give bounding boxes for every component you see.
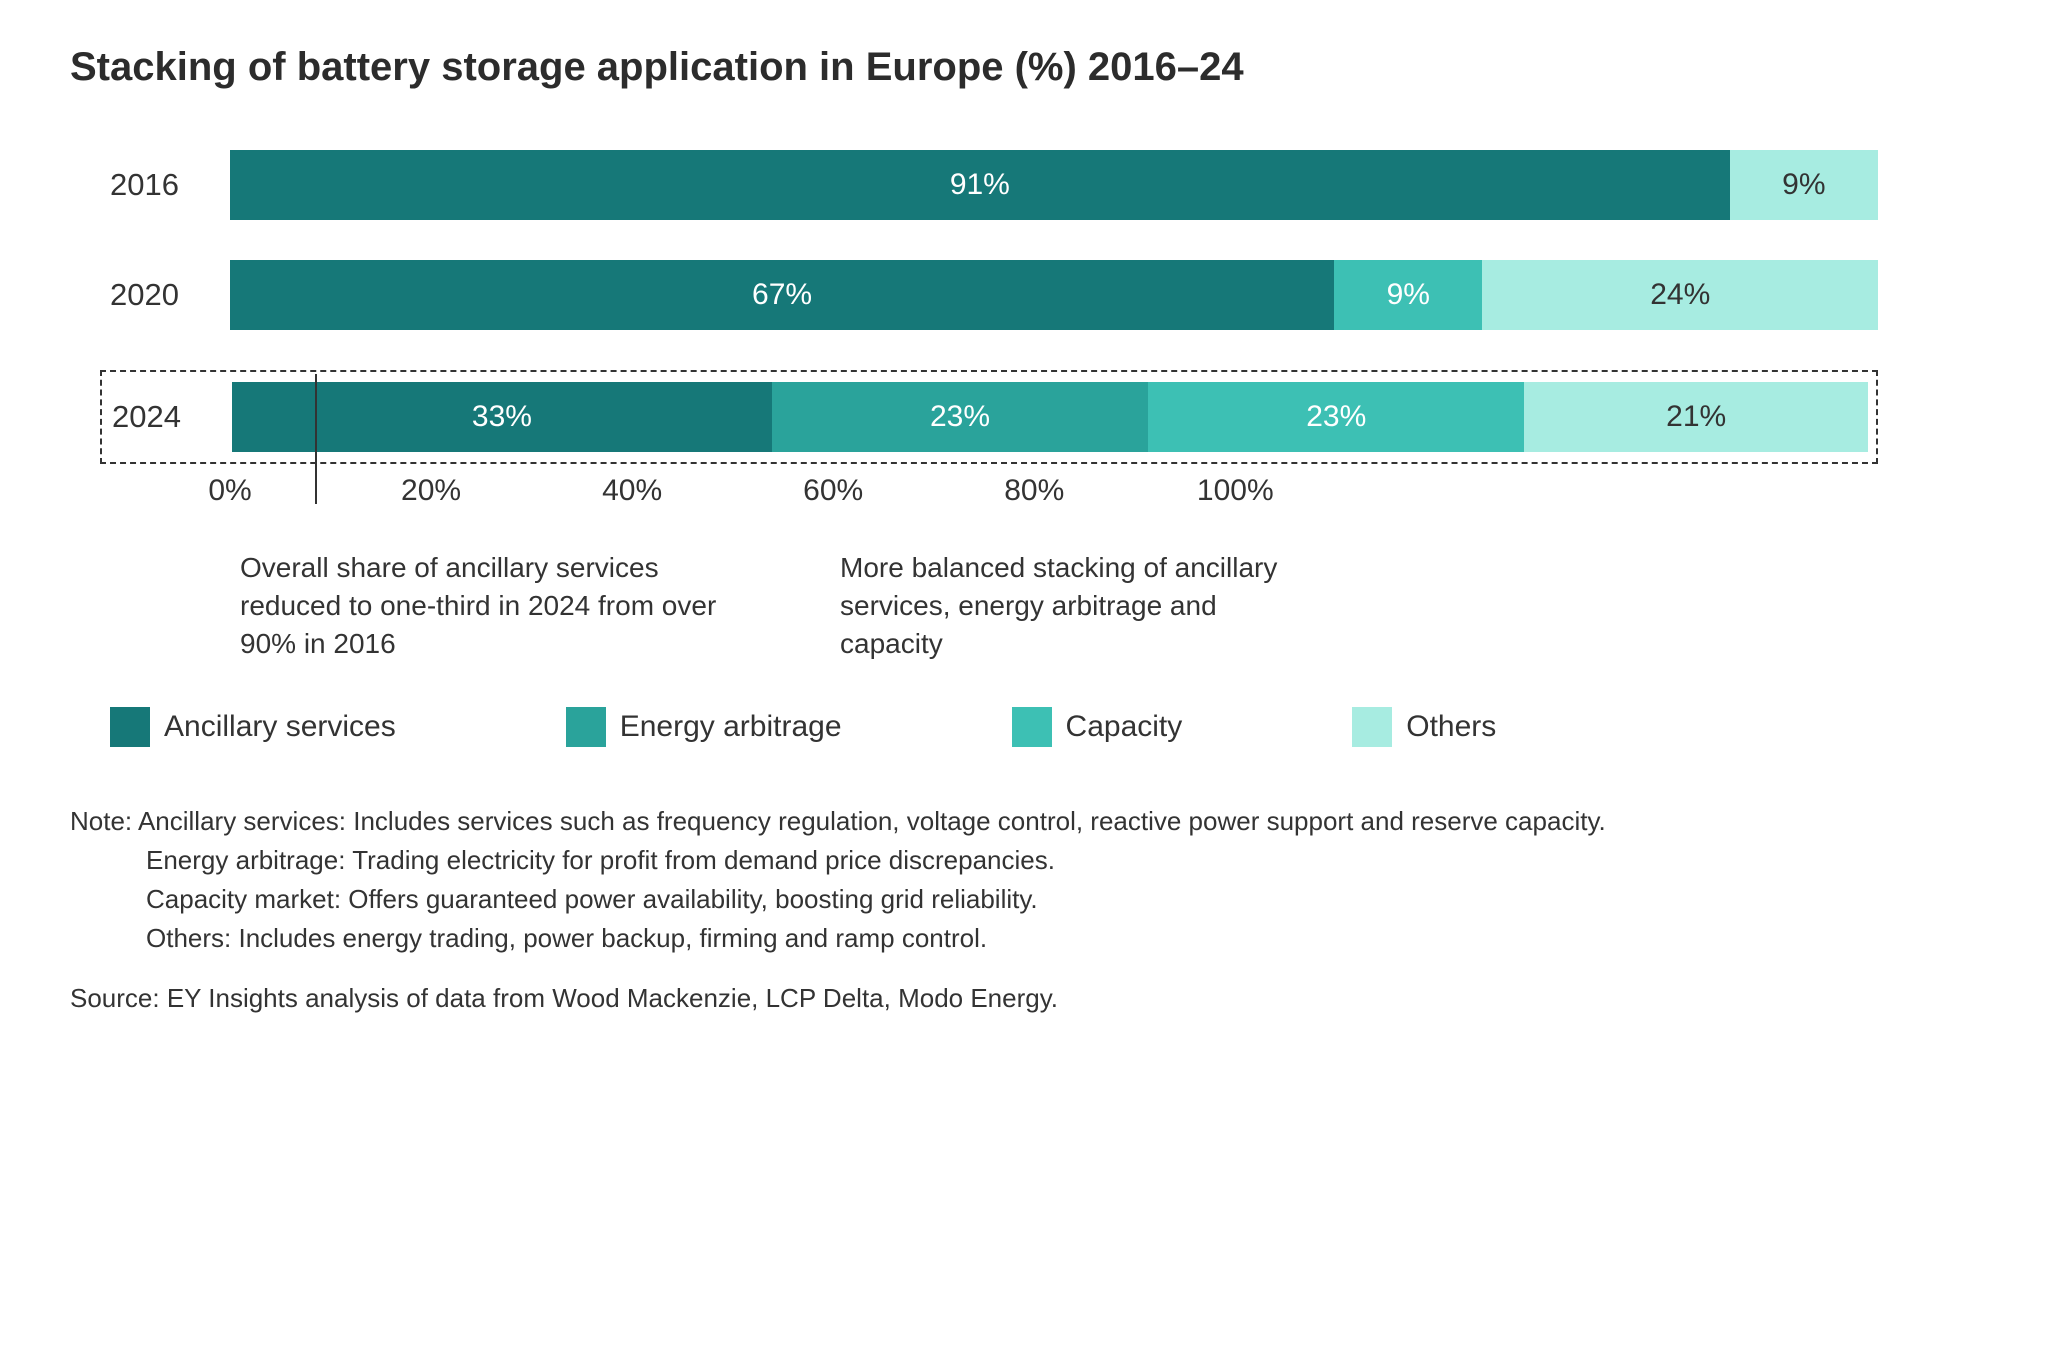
segment-ancillary: 33%	[232, 382, 772, 452]
legend-label: Energy arbitrage	[620, 710, 842, 744]
callout-line	[315, 374, 317, 504]
axis-tick: 40%	[602, 474, 662, 508]
legend-item-ancillary: Ancillary services	[110, 707, 396, 747]
segment-arbitrage: 23%	[772, 382, 1148, 452]
segment-label: 24%	[1650, 278, 1710, 312]
axis-tick: 0%	[208, 474, 251, 508]
note-line: Capacity market: Offers guaranteed power…	[70, 880, 1978, 919]
axis-tick: 100%	[1197, 474, 1274, 508]
legend-label: Others	[1406, 710, 1496, 744]
axis-tick: 80%	[1004, 474, 1064, 508]
segment-label: 23%	[930, 400, 990, 434]
segment-capacity: 9%	[1334, 260, 1482, 330]
bar-container: 91% 9%	[230, 150, 1878, 220]
source-text: Source: EY Insights analysis of data fro…	[70, 983, 1978, 1014]
year-label: 2016	[110, 167, 230, 203]
bar-container: 67% 9% 24%	[230, 260, 1878, 330]
segment-others: 21%	[1524, 382, 1868, 452]
bar-row-2020: 2020 67% 9% 24%	[110, 260, 1878, 330]
bar-rows: 2016 91% 9% 2020 67% 9% 24% 2024 33% 23% 23% 21%	[110, 150, 1878, 464]
annotation-text: More balanced stacking of ancillary serv…	[840, 549, 1320, 662]
segment-others: 24%	[1482, 260, 1878, 330]
year-label: 2024	[112, 399, 232, 435]
segment-capacity: 23%	[1148, 382, 1524, 452]
chart-area: 2016 91% 9% 2020 67% 9% 24% 2024 33% 23% 23% 21% 0%…	[110, 150, 1878, 662]
segment-label: 23%	[1306, 400, 1366, 434]
axis-ticks: 0%20%40%60%80%100%	[230, 474, 1878, 514]
segment-others: 9%	[1730, 150, 1878, 220]
segment-label: 9%	[1387, 278, 1430, 312]
annotation-body: Overall share of ancillary services redu…	[230, 549, 1878, 662]
note-line: Energy arbitrage: Trading electricity fo…	[70, 841, 1978, 880]
chart-title: Stacking of battery storage application …	[70, 45, 1978, 90]
legend-swatch	[1352, 707, 1392, 747]
legend: Ancillary services Energy arbitrage Capaci…	[110, 707, 1978, 747]
segment-label: 21%	[1666, 400, 1726, 434]
legend-item-capacity: Capacity	[1012, 707, 1183, 747]
segment-ancillary: 67%	[230, 260, 1334, 330]
segment-label: 9%	[1782, 168, 1825, 202]
axis-tick: 60%	[803, 474, 863, 508]
legend-swatch	[1012, 707, 1052, 747]
x-axis: 0% 20% 40% 60% 80% 100%	[110, 474, 1878, 514]
note-line: Note: Ancillary services: Includes servi…	[70, 802, 1978, 841]
annotations: Overall share of ancillary services redu…	[110, 549, 1878, 662]
legend-swatch	[110, 707, 150, 747]
legend-item-others: Others	[1352, 707, 1496, 747]
segment-ancillary: 91%	[230, 150, 1730, 220]
note-prefix: Note:	[70, 806, 132, 836]
annotation-spacer	[110, 549, 230, 662]
annotation-text: Overall share of ancillary services redu…	[240, 549, 720, 662]
note-line: Others: Includes energy trading, power b…	[70, 919, 1978, 958]
bar-row-2016: 2016 91% 9%	[110, 150, 1878, 220]
bar-container: 33% 23% 23% 21%	[232, 382, 1868, 452]
legend-label: Ancillary services	[164, 710, 396, 744]
note-text: Ancillary services: Includes services su…	[138, 806, 1606, 836]
legend-swatch	[566, 707, 606, 747]
year-label: 2020	[110, 277, 230, 313]
notes: Note: Ancillary services: Includes servi…	[70, 802, 1978, 958]
legend-label: Capacity	[1066, 710, 1183, 744]
legend-item-arbitrage: Energy arbitrage	[566, 707, 842, 747]
segment-label: 91%	[950, 168, 1010, 202]
segment-label: 67%	[752, 278, 812, 312]
segment-label: 33%	[472, 400, 532, 434]
axis-tick: 20%	[401, 474, 461, 508]
bar-row-2024: 2024 33% 23% 23% 21%	[100, 370, 1878, 464]
